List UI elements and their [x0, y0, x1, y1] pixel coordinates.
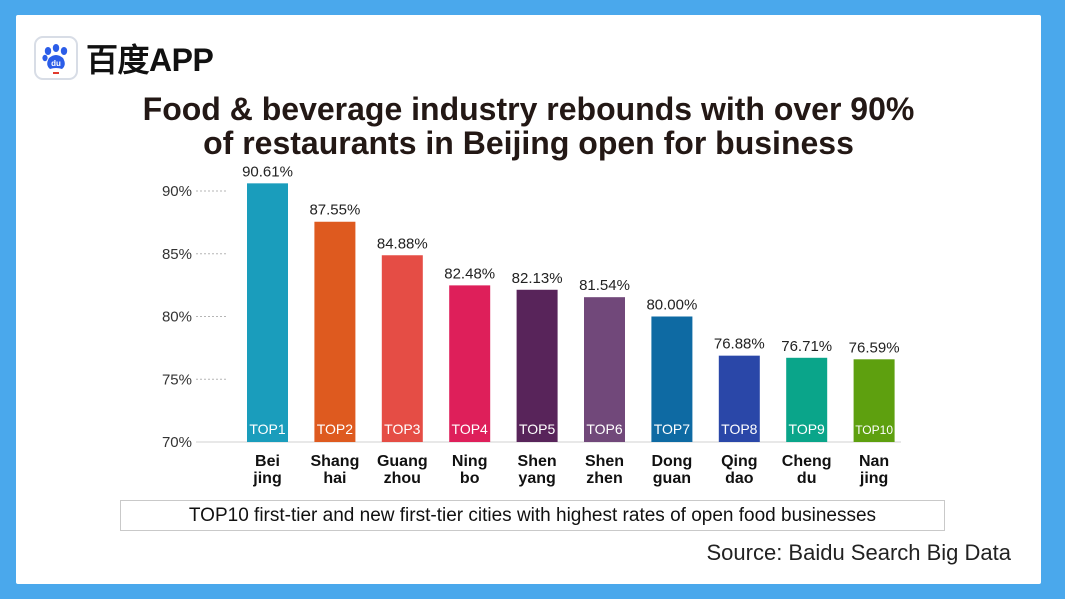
x-tick-label: Ning	[452, 453, 488, 470]
rank-label: TOP9	[789, 421, 826, 437]
x-tick-label: Nan	[859, 453, 889, 470]
data-label: 81.54%	[579, 277, 630, 294]
data-label: 90.61%	[242, 163, 293, 180]
x-tick-label: Guang	[377, 453, 428, 470]
data-label: 84.88%	[377, 235, 428, 252]
brand-name: 百度APP	[86, 42, 214, 78]
x-tick-label: dao	[725, 470, 754, 487]
data-label: 82.48%	[444, 265, 495, 282]
data-label: 76.71%	[781, 338, 832, 355]
bar	[381, 255, 423, 442]
x-tick-label: Shen	[518, 453, 557, 470]
svg-text:du: du	[51, 59, 61, 68]
bar	[853, 359, 895, 442]
bar	[584, 297, 625, 442]
bar	[516, 289, 558, 442]
x-tick-label: Shen	[585, 453, 624, 470]
x-tick-label: zhou	[384, 470, 421, 487]
rank-label: TOP3	[384, 421, 421, 437]
x-tick-label: Shang	[310, 453, 359, 470]
bar-chart: 90%85%80%75%70%90.61%TOP1Beijing87.55%TO…	[162, 163, 901, 487]
y-tick-label: 80%	[162, 309, 192, 326]
chart-title-line-2: of restaurants in Beijing open for busin…	[203, 125, 854, 161]
x-tick-label: yang	[518, 470, 555, 487]
rank-label: TOP10	[855, 423, 893, 437]
x-tick-label: du	[797, 470, 817, 487]
rank-label: TOP1	[249, 421, 286, 437]
brand-logo: du 百度APP	[34, 35, 214, 81]
x-tick-label: zhen	[586, 470, 622, 487]
chart-title-line-1: Food & beverage industry rebounds with o…	[142, 91, 915, 127]
y-tick-label: 70%	[162, 434, 192, 451]
bar	[449, 285, 491, 442]
x-tick-label: bo	[460, 470, 480, 487]
data-label: 76.59%	[849, 339, 900, 356]
data-label: 76.88%	[714, 336, 765, 353]
x-tick-label: Qing	[721, 453, 757, 470]
x-tick-label: guan	[653, 470, 691, 487]
data-label: 82.13%	[512, 270, 563, 287]
x-tick-label: Cheng	[782, 453, 832, 470]
bar	[247, 183, 288, 443]
x-tick-label: hai	[323, 470, 346, 487]
rank-label: TOP7	[654, 421, 691, 437]
bar	[786, 357, 828, 442]
x-tick-label: Dong	[651, 453, 692, 470]
bar	[651, 316, 693, 442]
data-label: 87.55%	[309, 202, 360, 219]
y-tick-label: 90%	[162, 183, 192, 200]
x-tick-label: Bei	[255, 453, 280, 470]
x-tick-label: jing	[252, 470, 281, 487]
y-tick-label: 75%	[162, 371, 192, 388]
bar	[718, 355, 760, 442]
data-label: 80.00%	[646, 297, 697, 314]
bar	[314, 221, 356, 442]
rank-label: TOP4	[452, 421, 489, 437]
rank-label: TOP8	[721, 421, 758, 437]
rank-label: TOP6	[586, 421, 623, 437]
y-tick-label: 85%	[162, 246, 192, 263]
chart-caption: TOP10 first-tier and new first-tier citi…	[120, 500, 945, 531]
x-tick-label: jing	[859, 470, 888, 487]
infographic-card: du 百度APP Food & beverage industry reboun…	[16, 15, 1041, 584]
rank-label: TOP2	[317, 421, 354, 437]
rank-label: TOP5	[519, 421, 556, 437]
source-note: Source: Baidu Search Big Data	[706, 540, 1011, 565]
baidu-paw-icon: du	[34, 36, 78, 80]
